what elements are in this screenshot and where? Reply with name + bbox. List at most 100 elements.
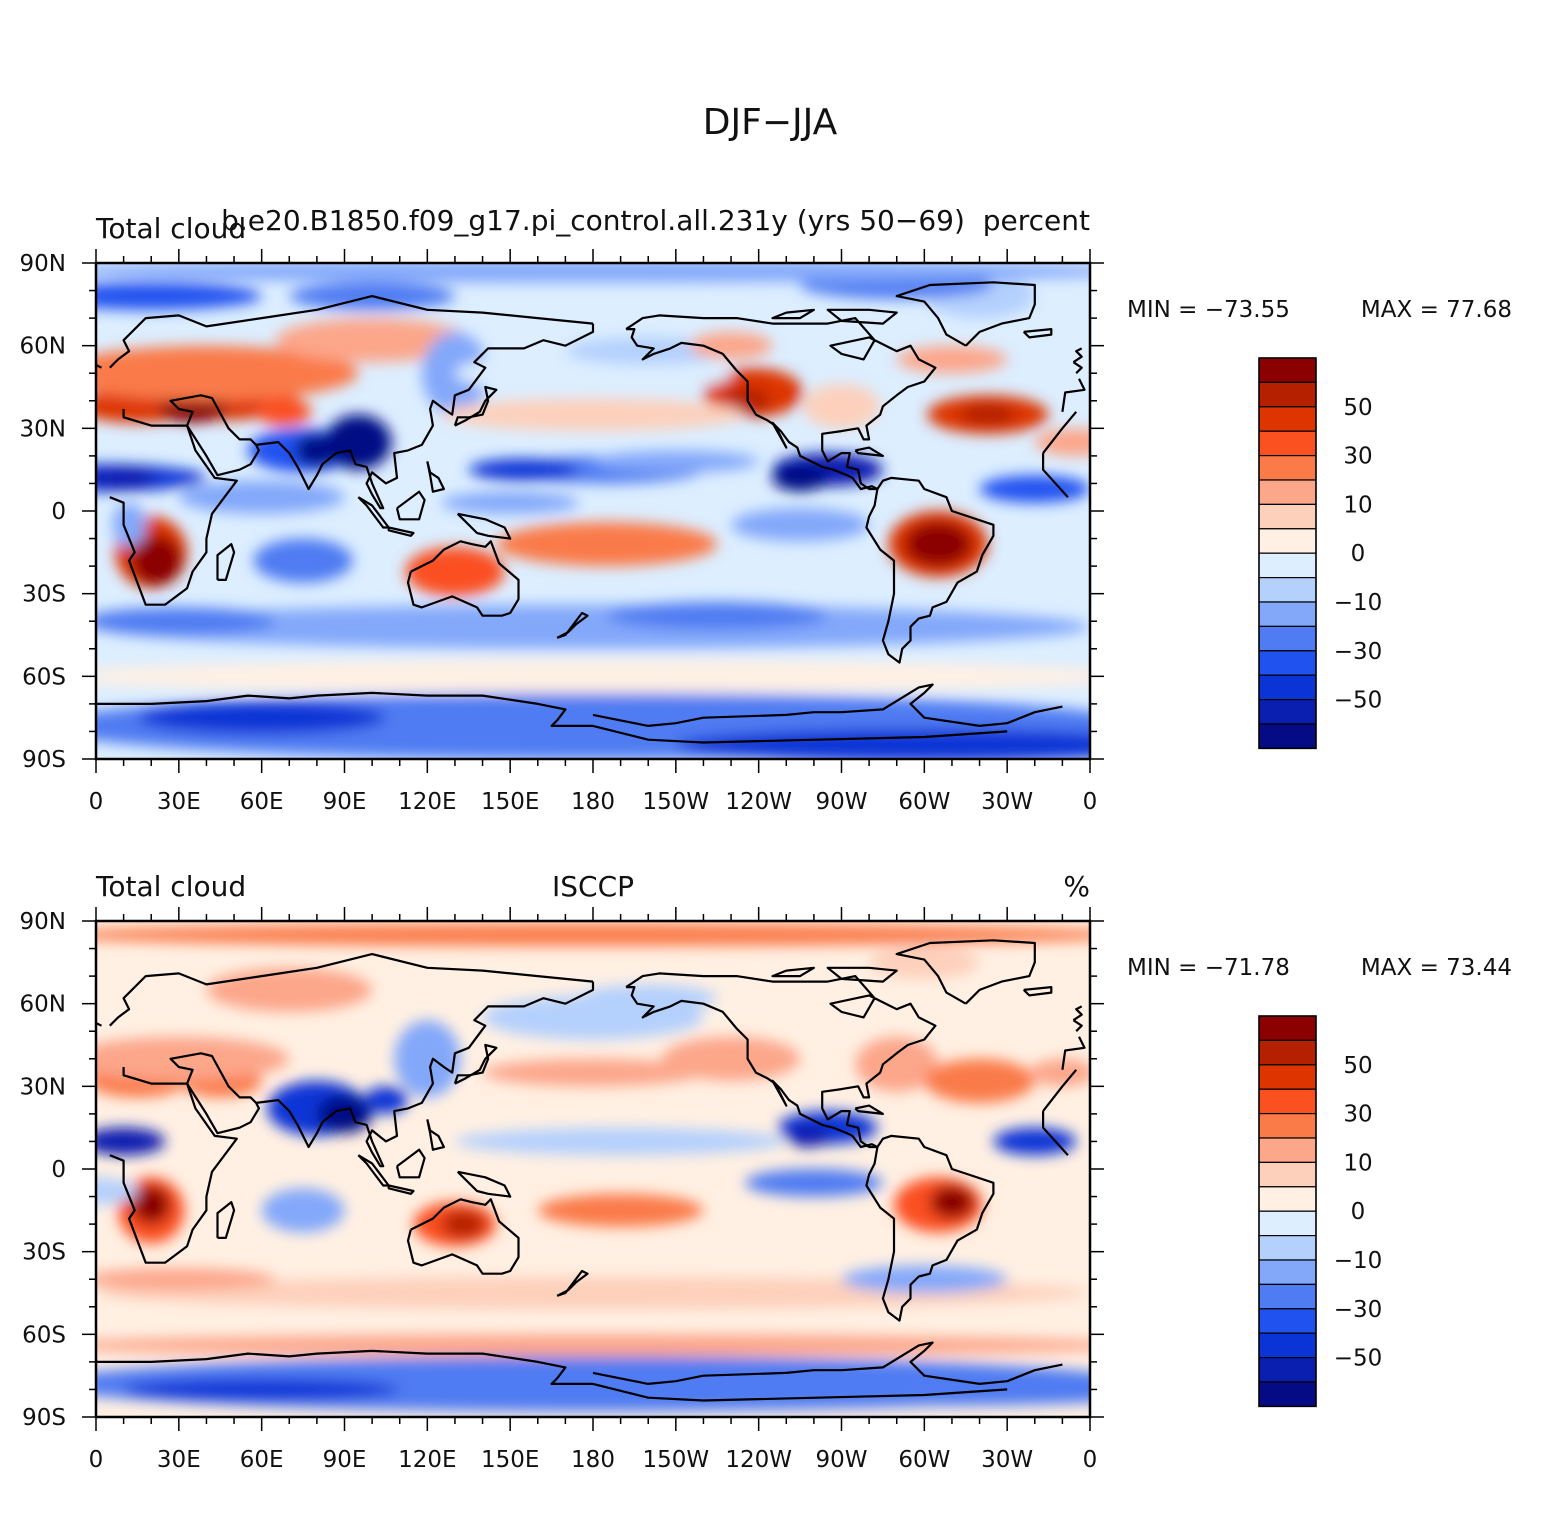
lon-tick-label: 30E xyxy=(157,789,201,815)
lat-tick-label: 30N xyxy=(20,416,66,442)
colorbar-box xyxy=(1258,528,1317,554)
colorbar-label: −50 xyxy=(1334,688,1383,714)
colorbar-box xyxy=(1258,1137,1317,1163)
coastline xyxy=(556,611,589,639)
axis-labels: 0 30E 60E 90E 120E 150E 180 150W 120W 90W 60W 30W 09… xyxy=(20,251,1098,815)
field-blob xyxy=(772,464,828,492)
coastline xyxy=(592,724,1008,744)
coastline xyxy=(592,1382,1008,1402)
coastline xyxy=(109,953,1086,1070)
coastline xyxy=(1022,986,1053,997)
colorbar-box xyxy=(1258,455,1317,481)
field-blob xyxy=(929,1185,975,1219)
field-blob xyxy=(744,1169,883,1197)
field-blob xyxy=(496,522,718,567)
panel-left-title: Total cloud xyxy=(95,212,246,245)
colorbar-label: 0 xyxy=(1351,541,1366,567)
figure-title: DJF−JJA xyxy=(703,102,838,143)
field-blob xyxy=(579,984,718,1012)
lat-tick-label: 60S xyxy=(22,664,66,690)
field-blob xyxy=(689,331,773,360)
panel-center-title: b.e20.B1850.f09_g17.pi_control.all.231y … xyxy=(221,204,965,237)
field-blob xyxy=(159,395,226,423)
coastlines xyxy=(96,281,1086,744)
field-blob xyxy=(178,480,345,514)
lat-tick-label: 30S xyxy=(22,582,66,608)
coastline xyxy=(406,540,520,617)
field-blob xyxy=(960,403,1016,426)
field-blob xyxy=(454,1127,787,1156)
coastline xyxy=(1022,328,1053,339)
colorbar-box xyxy=(1258,1088,1317,1115)
colorbar-box xyxy=(1258,1015,1317,1041)
coastline xyxy=(456,1170,512,1198)
coastline xyxy=(96,1341,1063,1385)
field-blob xyxy=(96,1276,1090,1310)
axis-ticks xyxy=(82,907,1104,1431)
colorbar-box xyxy=(1258,698,1317,725)
lon-tick-label: 180 xyxy=(571,1447,615,1473)
field-blob xyxy=(394,1020,461,1098)
field-blob xyxy=(256,398,312,426)
colorbar-box xyxy=(1258,1381,1317,1407)
lat-tick-label: 0 xyxy=(51,499,66,525)
colorbar-box xyxy=(1258,650,1317,676)
colorbar-box xyxy=(1258,625,1317,652)
colorbar-box xyxy=(1258,357,1317,383)
lon-tick-label: 60W xyxy=(898,1447,950,1473)
lat-tick-label: 60N xyxy=(20,992,66,1018)
colorbar-box xyxy=(1258,1259,1317,1285)
colorbar-box xyxy=(1258,406,1317,432)
colorbar-box xyxy=(1258,552,1317,579)
field-blob xyxy=(1034,428,1090,456)
field-blob xyxy=(537,1193,704,1227)
coastline xyxy=(826,966,898,983)
lon-tick-label: 120W xyxy=(725,789,792,815)
field-blob xyxy=(96,1334,1090,1357)
colorbar-box xyxy=(1258,576,1317,603)
field-blob xyxy=(131,1185,171,1225)
field-blob xyxy=(96,1177,138,1205)
coastline xyxy=(865,476,995,664)
field-blob xyxy=(96,1036,290,1081)
field-blob xyxy=(96,466,157,489)
field-blob xyxy=(96,263,1090,283)
lon-tick-label: 0 xyxy=(89,1447,104,1473)
colorbar-box xyxy=(1258,430,1317,457)
coastline xyxy=(453,385,498,427)
colorbar-label: −30 xyxy=(1334,639,1383,665)
colorbar-box xyxy=(1258,601,1317,627)
coastline xyxy=(854,446,884,457)
colorbar-label: 10 xyxy=(1343,1150,1372,1176)
colorbar-box xyxy=(1258,1356,1317,1383)
lon-tick-label: 60W xyxy=(898,789,950,815)
colorbar-label: 30 xyxy=(1343,1102,1372,1128)
field-blob xyxy=(96,282,262,310)
field-blob xyxy=(441,491,580,514)
coastline xyxy=(826,308,898,325)
field-blob xyxy=(96,659,1090,693)
max-value: MAX = 73.44 xyxy=(1361,955,1512,981)
field-blob xyxy=(1029,1058,1090,1087)
field-blob xyxy=(131,535,182,586)
coastline xyxy=(453,1043,498,1085)
field-blob xyxy=(206,967,373,1012)
colorbar-label: −50 xyxy=(1334,1346,1383,1372)
coastline xyxy=(395,490,426,521)
lat-tick-label: 30S xyxy=(22,1240,66,1266)
coastline xyxy=(357,496,390,529)
field-blob xyxy=(253,538,353,583)
lon-tick-label: 30W xyxy=(981,1447,1033,1473)
field-blob xyxy=(731,508,870,542)
colorbar-label: 0 xyxy=(1351,1199,1366,1225)
coastline xyxy=(865,1134,995,1322)
colorbar-box xyxy=(1258,1308,1317,1334)
field-blob xyxy=(275,318,469,363)
lon-tick-label: 150E xyxy=(481,1447,539,1473)
lat-tick-label: 60N xyxy=(20,334,66,360)
panel-model: Total cloud b.e20.B1850.f09_g17.pi_contr… xyxy=(20,204,1512,815)
field-blob xyxy=(325,414,392,470)
coastline xyxy=(895,281,1036,347)
colorbar-box xyxy=(1258,1234,1317,1261)
